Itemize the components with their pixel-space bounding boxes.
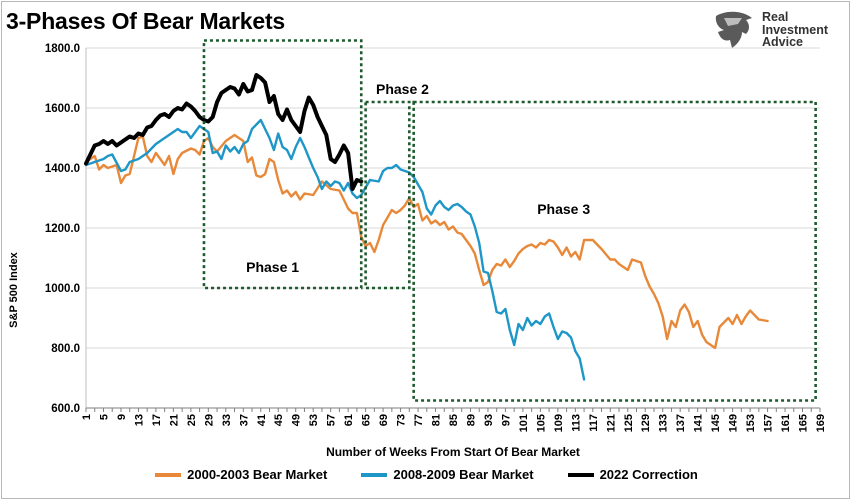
phase-box-3 xyxy=(412,100,817,402)
phase-label-2: Phase 2 xyxy=(376,81,429,97)
y-axis-ticks: 600.0 800.0 1000.0 1200.0 1400.0 1600.0 1800.0 xyxy=(45,43,80,415)
x-tick-label: 161 xyxy=(780,414,792,432)
x-tick-label: 157 xyxy=(763,414,775,432)
x-tick-label: 25 xyxy=(186,414,198,426)
x-axis-ticks: 1 5 9 13 17 21 25 29 33 37 41 45 49 53 57 61 65 69 73 77 81 8… xyxy=(81,408,827,432)
y-tick-label: 1800.0 xyxy=(45,43,80,55)
x-tick-label: 53 xyxy=(308,414,320,426)
x-tick-label: 149 xyxy=(728,414,740,432)
x-tick-label: 45 xyxy=(273,414,285,426)
x-tick-label: 41 xyxy=(256,414,268,426)
x-tick-label: 29 xyxy=(203,414,215,426)
x-tick-label: 93 xyxy=(483,414,495,426)
legend-swatch-2008 xyxy=(361,472,388,477)
x-tick-label: 113 xyxy=(570,414,582,432)
legend-item-2022: 2022 Correction xyxy=(567,467,698,482)
x-tick-label: 5 xyxy=(98,414,110,420)
legend-label-2008: 2008-2009 Bear Market xyxy=(393,467,534,482)
y-tick-label: 1000.0 xyxy=(45,283,80,295)
x-tick-label: 125 xyxy=(623,414,635,432)
x-tick-label: 49 xyxy=(291,414,303,426)
legend-swatch-2000 xyxy=(155,472,182,477)
eagle-logo-icon xyxy=(715,11,752,49)
x-tick-label: 13 xyxy=(133,414,145,426)
x-tick-label: 57 xyxy=(326,414,338,426)
x-tick-label: 141 xyxy=(693,414,705,432)
y-axis-label: S&P 500 Index xyxy=(8,252,20,328)
y-tick-label: 1600.0 xyxy=(45,103,80,115)
series-line-2008-2009 xyxy=(84,118,586,381)
legend-label-2022: 2022 Correction xyxy=(599,467,698,482)
x-tick-label: 65 xyxy=(361,414,373,426)
x-tick-label: 137 xyxy=(675,414,687,432)
x-tick-label: 21 xyxy=(168,414,180,426)
phase-box-2 xyxy=(364,100,411,290)
y-tick-label: 800.0 xyxy=(51,343,80,355)
x-tick-label: 105 xyxy=(535,414,547,432)
logo: Real Investment Advice xyxy=(712,8,842,52)
y-tick-label: 1200.0 xyxy=(45,223,80,235)
phase-box-1 xyxy=(202,39,363,290)
series-line-2000-2003 xyxy=(84,133,769,350)
x-tick-label: 101 xyxy=(518,414,530,432)
x-tick-label: 133 xyxy=(658,414,670,432)
phase-label-3: Phase 3 xyxy=(537,201,590,217)
logo-text: Real Investment Advice xyxy=(762,11,828,49)
x-tick-label: 129 xyxy=(640,414,652,432)
legend-item-2000: 2000-2003 Bear Market xyxy=(155,467,327,482)
logo-line-1: Real xyxy=(762,10,789,24)
x-tick-label: 69 xyxy=(378,414,390,426)
logo-line-2: Investment xyxy=(762,22,828,37)
x-tick-label: 9 xyxy=(116,414,128,420)
y-tick-label: 1400.0 xyxy=(45,163,80,175)
x-tick-label: 1 xyxy=(81,414,93,420)
y-tick-label: 600.0 xyxy=(51,403,80,415)
x-tick-label: 37 xyxy=(238,414,250,426)
logo-line-3: Advice xyxy=(762,35,803,49)
series-lines xyxy=(84,73,769,381)
x-tick-label: 109 xyxy=(553,414,565,432)
x-tick-label: 17 xyxy=(151,414,163,426)
x-tick-label: 77 xyxy=(413,414,425,426)
x-axis-label: Number of Weeks From Start Of Bear Marke… xyxy=(326,445,580,459)
x-tick-label: 169 xyxy=(815,414,827,432)
x-tick-label: 61 xyxy=(343,414,355,426)
x-tick-label: 81 xyxy=(431,414,443,426)
x-tick-label: 33 xyxy=(221,414,233,426)
phase-boxes: Phase 1 Phase 2 Phase 3 xyxy=(202,39,817,402)
chart-title: 3-Phases Of Bear Markets xyxy=(6,8,286,34)
x-tick-label: 73 xyxy=(396,414,408,426)
x-tick-label: 145 xyxy=(710,414,722,432)
x-tick-label: 153 xyxy=(745,414,757,432)
legend-swatch-2022 xyxy=(567,472,594,477)
legend-label-2000: 2000-2003 Bear Market xyxy=(187,467,328,482)
x-tick-label: 97 xyxy=(500,414,512,426)
phase-label-1: Phase 1 xyxy=(246,259,299,275)
x-tick-label: 85 xyxy=(448,414,460,426)
x-tick-label: 165 xyxy=(798,414,810,432)
legend-item-2008: 2008-2009 Bear Market xyxy=(361,467,534,482)
series-line-2022 xyxy=(84,73,364,191)
x-tick-label: 89 xyxy=(465,414,477,426)
x-tick-label: 121 xyxy=(605,414,617,432)
x-tick-label: 117 xyxy=(588,414,600,432)
legend: 2000-2003 Bear Market 2008-2009 Bear Mar… xyxy=(0,467,853,482)
